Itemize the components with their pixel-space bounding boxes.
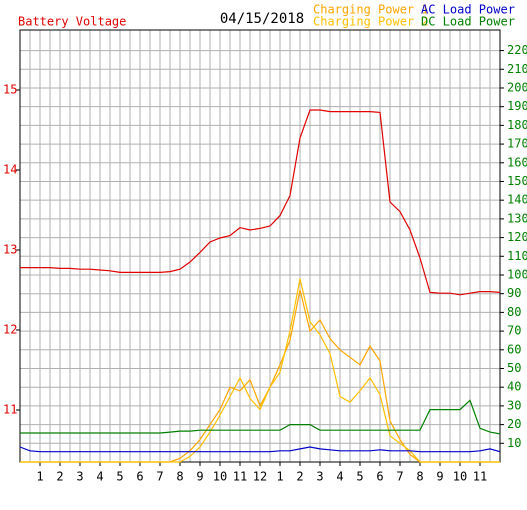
legend-entry: Charging Power 2 — [313, 15, 429, 29]
x-tick-label: 5 — [356, 470, 363, 484]
y2-tick-label: 20 — [507, 417, 521, 431]
y2-tick-label: 220 — [507, 43, 527, 57]
series-line — [19, 446, 501, 453]
series-line — [20, 399, 501, 435]
y2-tick-label: 190 — [507, 99, 527, 113]
y2-tick-label: 30 — [507, 398, 521, 412]
y-tick-label: 12 — [3, 323, 17, 337]
x-tick-label: 10 — [453, 470, 467, 484]
x-tick-label: 8 — [416, 470, 423, 484]
y2-tick-label: 50 — [507, 361, 521, 375]
x-tick-label: 9 — [436, 470, 443, 484]
y2-tick-label: 10 — [507, 436, 521, 450]
series-line — [20, 109, 501, 296]
x-tick-label: 7 — [396, 470, 403, 484]
x-tick-label: 9 — [196, 470, 203, 484]
x-tick-label: 12 — [253, 470, 267, 484]
y2-tick-label: 70 — [507, 324, 521, 338]
legend-entry: AC Load Power — [421, 3, 515, 17]
x-tick-label: 5 — [116, 470, 123, 484]
y2-tick-label: 110 — [507, 249, 527, 263]
x-tick-label: 2 — [296, 470, 303, 484]
x-tick-label: 7 — [156, 470, 163, 484]
y2-tick-label: 140 — [507, 193, 527, 207]
y2-tick-label: 200 — [507, 80, 527, 94]
x-tick-label: 4 — [336, 470, 343, 484]
x-tick-label: 3 — [76, 470, 83, 484]
y-axis-label: Battery Voltage — [18, 15, 126, 29]
y-tick-label: 13 — [3, 243, 17, 257]
legend-entry: Charging Power 1 — [313, 3, 429, 17]
y-tick-label: 14 — [3, 163, 17, 177]
y2-tick-label: 80 — [507, 305, 521, 319]
x-tick-label: 2 — [56, 470, 63, 484]
x-tick-label: 6 — [136, 470, 143, 484]
x-tick-label: 6 — [376, 470, 383, 484]
plot-frame — [19, 29, 501, 463]
x-tick-label: 1 — [36, 470, 43, 484]
x-tick-label: 10 — [213, 470, 227, 484]
y2-tick-label: 60 — [507, 342, 521, 356]
x-tick-label: 11 — [233, 470, 247, 484]
y-tick-label: 15 — [3, 83, 17, 97]
y-tick-label: 11 — [3, 403, 17, 417]
y2-tick-label: 170 — [507, 137, 527, 151]
y2-tick-label: 160 — [507, 155, 527, 169]
x-tick-label: 11 — [473, 470, 487, 484]
y2-tick-label: 130 — [507, 211, 527, 225]
chart-title: 04/15/2018 — [220, 11, 304, 27]
y2-tick-label: 180 — [507, 118, 527, 132]
x-tick-label: 8 — [176, 470, 183, 484]
legend-entry: DC Load Power — [421, 15, 515, 29]
y2-tick-label: 100 — [507, 267, 527, 281]
y2-tick-label: 120 — [507, 230, 527, 244]
x-tick-label: 4 — [96, 470, 103, 484]
y2-tick-label: 210 — [507, 62, 527, 76]
series-line — [20, 278, 500, 463]
x-tick-label: 3 — [316, 470, 323, 484]
y2-tick-label: 40 — [507, 380, 521, 394]
x-tick-label: 1 — [276, 470, 283, 484]
y2-tick-label: 150 — [507, 174, 527, 188]
y2-tick-label: 90 — [507, 286, 521, 300]
